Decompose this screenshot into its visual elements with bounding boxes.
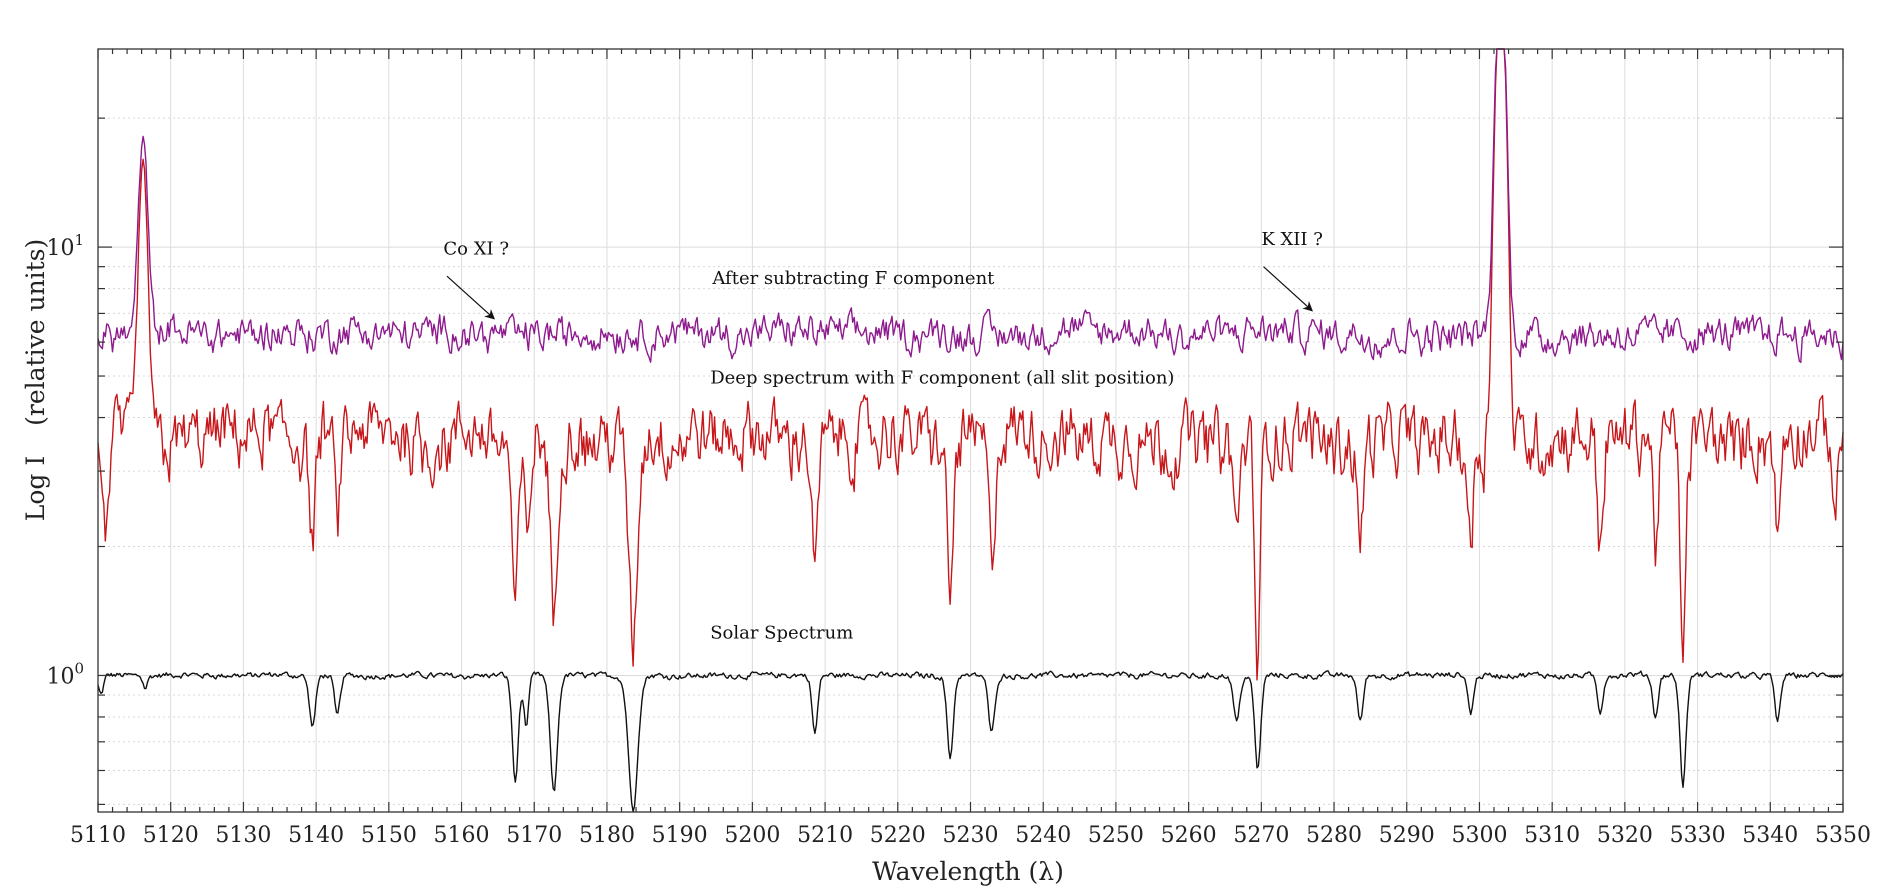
y-tick-label: 100: [46, 659, 84, 689]
x-axis-label: Wavelength (λ): [872, 857, 1064, 886]
annotation-arrow: [446, 275, 496, 320]
annotation-label: Co XI ?: [443, 239, 509, 260]
x-tick-label: 5290: [1379, 823, 1435, 848]
x-tick-label: 5270: [1233, 823, 1289, 848]
x-tick-label: 5280: [1306, 823, 1362, 848]
x-tick-label: 5160: [434, 823, 490, 848]
x-tick-label: 5130: [215, 823, 271, 848]
x-tick-label: 5150: [361, 823, 417, 848]
series-layer: [97, 48, 1844, 813]
x-tick-label: 5340: [1742, 823, 1798, 848]
x-tick-label: 5310: [1524, 823, 1580, 848]
y-tick-label: 101: [46, 231, 84, 261]
x-tick-label: 5140: [288, 823, 344, 848]
x-tick-label: 5120: [143, 823, 199, 848]
x-tick-label: 5200: [724, 823, 780, 848]
series-label: Deep spectrum with F component (all slit…: [710, 368, 1174, 389]
x-tick-label: 5170: [506, 823, 562, 848]
y-axis-label: Log I (relative units): [21, 239, 50, 522]
series-line-2: [97, 670, 1844, 813]
annotation-arrow: [1263, 266, 1313, 312]
y-axis-label-main: Log I: [21, 456, 50, 521]
series-line-0: [97, 48, 1844, 363]
y-axis-label-units: (relative units): [21, 239, 50, 426]
annotation-label: K XII ?: [1261, 229, 1323, 250]
series-line-1: [97, 48, 1844, 681]
x-tick-label: 5320: [1597, 823, 1653, 848]
x-tick-label: 5190: [652, 823, 708, 848]
series-label: After subtracting F component: [711, 268, 995, 289]
x-tick-label: 5210: [797, 823, 853, 848]
x-tick-label: 5110: [70, 823, 126, 848]
ticks: [97, 49, 1844, 812]
labels: 5110 5120 5130 5140 5150 5160 5170 5180 5190 5200…: [46, 229, 1871, 848]
x-tick-label: 5220: [870, 823, 926, 848]
x-tick-label: 5180: [579, 823, 635, 848]
x-tick-label: 5350: [1815, 823, 1871, 848]
x-tick-label: 5250: [1088, 823, 1144, 848]
plot-frame: [97, 48, 1844, 813]
x-tick-label: 5260: [1161, 823, 1217, 848]
x-tick-label: 5230: [943, 823, 999, 848]
svg-text:Log I (relative units): Log I (relative units): [21, 239, 50, 522]
x-tick-label: 5300: [1451, 823, 1507, 848]
series-label: Solar Spectrum: [710, 622, 853, 643]
x-tick-label: 5240: [1015, 823, 1071, 848]
x-tick-label: 5330: [1670, 823, 1726, 848]
